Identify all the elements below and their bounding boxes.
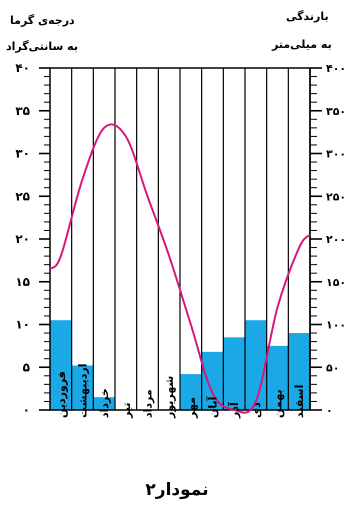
precipitation-bar xyxy=(266,345,289,410)
temperature-tick-label: ۴۰ xyxy=(15,61,30,75)
month-label: آذر xyxy=(227,402,241,419)
month-label: مهر xyxy=(185,397,198,419)
temperature-tick-label: ۱۰ xyxy=(15,318,30,332)
precipitation-bar xyxy=(50,320,72,410)
month-label: آبان xyxy=(206,396,220,418)
precipitation-bar xyxy=(223,337,245,410)
precipitation-tick-label: ۲۵۰ xyxy=(326,190,346,203)
temperature-tick-label: ۱۵ xyxy=(15,275,30,289)
precipitation-bar xyxy=(71,365,94,410)
temperature-tick-label: ۳۰ xyxy=(15,147,30,161)
left-axis-label-line1: درجه‌ی گرما xyxy=(10,14,75,27)
month-label: بهمن xyxy=(272,389,285,418)
precipitation-bar xyxy=(93,397,115,410)
temperature-tick-label: ۰ xyxy=(23,403,30,417)
month-label: شهریور xyxy=(163,376,176,419)
precipitation-tick-label: ۵۰ xyxy=(326,361,339,374)
precipitation-tick-label: ۰ xyxy=(326,404,333,417)
month-label: تیر xyxy=(120,403,133,419)
month-label: مرداد xyxy=(142,389,155,418)
chart-title: نمودار۲ xyxy=(145,480,209,500)
month-label: اردیبهشت xyxy=(77,364,90,418)
temperature-line xyxy=(49,123,311,414)
month-label: خرداد xyxy=(98,388,111,418)
precipitation-tick-label: ۳۰۰ xyxy=(326,148,346,161)
precipitation-bar xyxy=(288,333,310,410)
precipitation-bar xyxy=(245,320,267,410)
precipitation-tick-label: ۲۰۰ xyxy=(326,233,346,246)
temperature-tick-label: ۵ xyxy=(23,360,30,374)
right-axis-label-line1: بارندگی xyxy=(286,10,329,23)
month-label: اسفند xyxy=(293,385,306,418)
precipitation-tick-label: ۳۵۰ xyxy=(326,105,346,118)
temperature-tick-label: ۲۰ xyxy=(15,232,30,246)
left-axis-label-line2: به سانتی‌گراد xyxy=(6,40,78,53)
precipitation-bar xyxy=(201,351,224,410)
temperature-tick-label: ۳۵ xyxy=(15,104,30,118)
month-label: دی xyxy=(250,402,263,418)
right-axis-label-line2: به میلی‌متر xyxy=(272,38,332,51)
precipitation-bar xyxy=(180,374,202,410)
temperature-tick-label: ۲۵ xyxy=(15,189,30,203)
precipitation-tick-label: ۱۰۰ xyxy=(326,319,346,332)
precipitation-tick-label: ۱۵۰ xyxy=(326,276,346,289)
month-label: فروردین xyxy=(55,371,68,418)
precipitation-tick-label: ۴۰۰ xyxy=(326,62,346,75)
